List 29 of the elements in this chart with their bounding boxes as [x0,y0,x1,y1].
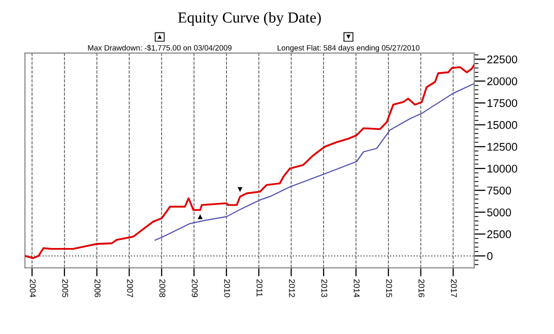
x-tick-label: 2007 [127,279,133,298]
y-tick-label: 2500 [487,230,512,238]
annotation: ▲ [198,214,203,220]
x-tick-label: 2015 [386,279,392,298]
line-series [154,83,474,241]
x-tick-label: 2005 [62,279,68,298]
x-tick-label: 2013 [321,279,328,298]
y-tick-label: 10000 [488,164,518,173]
x-tick-label: 2008 [159,279,166,298]
x-tick-label: 2010 [224,279,230,298]
y-tick-label: 12500 [488,142,518,151]
annotation: ▼ [238,187,242,192]
x-tick-label: 2011 [256,279,262,296]
y-tick-label: 20000 [487,77,518,86]
y-tick-label: 7500 [487,186,512,194]
y-tick-label: 5000 [487,208,512,216]
chart-title: Equity Curve (by Date) [178,12,321,26]
x-tick-label: 2009 [192,279,198,298]
y-tick-label: 22500 [487,55,518,64]
x-tick-label: 2016 [418,279,424,298]
y-tick-label: 0 [487,252,492,260]
x-tick-label: 2006 [94,279,101,298]
x-tick-label: 2004 [30,279,36,298]
line-series [24,64,474,259]
x-tick-label: 2014 [354,279,360,298]
y-tick-label: 15000 [488,121,518,129]
x-tick-label: 2017 [450,279,457,298]
y-tick-label: 17500 [488,99,518,108]
x-tick-label: 2012 [288,279,295,298]
